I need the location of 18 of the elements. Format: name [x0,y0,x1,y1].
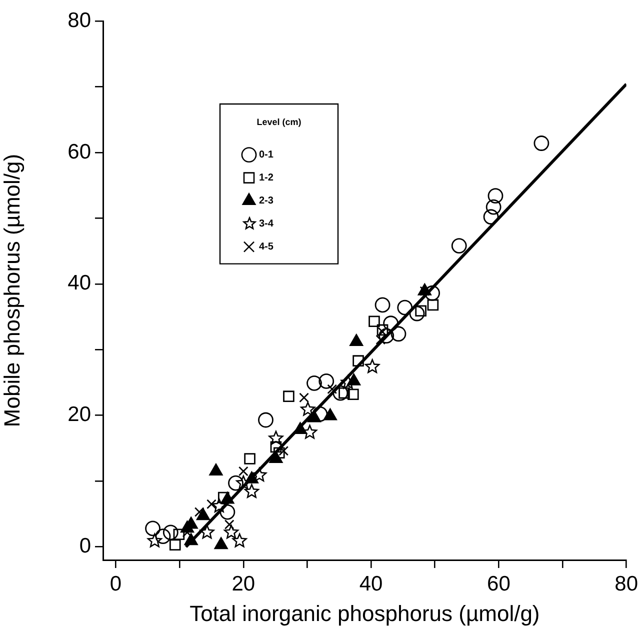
legend-label: 0-1 [259,150,274,161]
y-tick-label: 60 [68,140,91,164]
y-tick-label: 20 [68,403,91,426]
y-tick-label: 40 [68,272,91,295]
legend-label: 4-5 [259,242,274,253]
y-tick-label: 0 [79,534,91,558]
y-axis-title: Mobile phosphorus (µmol/g) [0,154,24,428]
x-axis-title: Total inorganic phosphorus (µmol/g) [190,600,540,626]
y-tick-label: 80 [68,8,91,32]
legend-title: Level (cm) [256,116,302,127]
x-tick-label: 20 [232,572,256,596]
x-tick-label: 80 [614,572,638,596]
legend-label: 2-3 [259,196,274,207]
legend-label: 1-2 [259,172,274,184]
legend-label: 3-4 [259,218,274,230]
x-tick-label: 60 [487,572,510,596]
x-tick-label: 40 [359,572,383,596]
x-tick-label: 0 [110,572,122,596]
